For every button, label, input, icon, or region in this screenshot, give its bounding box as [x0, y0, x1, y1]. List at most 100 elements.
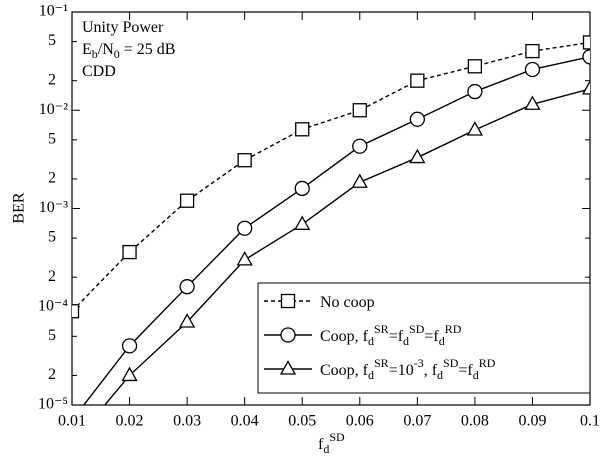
marker — [409, 111, 425, 127]
marker — [582, 35, 590, 50]
marker — [351, 173, 368, 188]
x-tick-label: 0.1 — [580, 413, 600, 430]
marker — [525, 43, 540, 59]
legend-label: No coop — [320, 294, 375, 311]
text-segment: SR — [374, 322, 389, 336]
text-segment: RD — [445, 322, 462, 336]
text-segment: d — [437, 368, 443, 382]
x-axis-label: fdSD — [318, 430, 345, 456]
y-tick-label: 5 — [48, 327, 56, 344]
text-segment: Coop, f — [320, 328, 369, 345]
marker — [236, 251, 253, 266]
x-tick-label: 0.01 — [58, 413, 86, 430]
series-line — [82, 56, 590, 405]
marker — [466, 121, 483, 136]
text-segment: d — [368, 334, 374, 348]
series-line — [103, 88, 590, 405]
marker — [581, 80, 590, 95]
y-tick-label: 5 — [48, 130, 56, 147]
text-segment: d — [368, 368, 374, 382]
plot-area — [65, 35, 590, 450]
text-segment: =f — [389, 328, 404, 345]
marker — [237, 220, 253, 236]
marker — [122, 244, 137, 260]
marker — [279, 360, 297, 375]
x-tick-label: 0.02 — [116, 413, 144, 430]
text-segment: d — [323, 442, 329, 456]
marker — [280, 293, 296, 309]
text-segment: = 25 dB — [120, 41, 176, 58]
marker — [524, 95, 541, 110]
legend-box — [257, 282, 591, 394]
marker — [65, 437, 79, 450]
y-tick-label: 10⁻³ — [39, 199, 68, 216]
y-tick-label: 2 — [48, 366, 56, 383]
y-tick-label: 10⁻² — [39, 101, 68, 118]
text-segment: -3 — [414, 356, 424, 370]
text-segment: =f — [458, 362, 473, 379]
text-segment: =10 — [389, 362, 414, 379]
text-segment: SD — [443, 356, 459, 370]
x-tick-label: 0.03 — [173, 413, 201, 430]
annotation: Unity Power — [82, 19, 164, 36]
text-segment: SR — [374, 356, 389, 370]
text-segment: E — [82, 41, 92, 58]
y-tick-label: 5 — [48, 32, 56, 49]
y-tick-label: 2 — [48, 71, 56, 88]
marker — [295, 122, 310, 137]
marker — [352, 138, 368, 154]
y-tick-label: 10⁻¹ — [39, 3, 68, 20]
marker — [179, 279, 195, 295]
y-tick-label: 5 — [48, 229, 56, 246]
marker — [294, 180, 310, 197]
text-segment: RD — [479, 356, 496, 370]
text-segment: No coop — [320, 294, 375, 311]
annotation: CDD — [82, 63, 116, 80]
marker — [237, 153, 252, 168]
text-segment: Unity Power — [82, 19, 164, 36]
text-segment: d — [473, 368, 479, 382]
x-tick-label: 0.09 — [518, 413, 546, 430]
y-tick-label: 10⁻⁵ — [38, 396, 68, 413]
marker — [524, 61, 541, 78]
text-segment: b — [92, 47, 98, 61]
x-tick-label: 0.05 — [288, 413, 316, 430]
text-segment: d — [403, 334, 409, 348]
x-tick-label: 0.04 — [231, 413, 259, 430]
marker — [121, 366, 138, 382]
y-tick-label: 2 — [48, 268, 56, 285]
text-segment: CDD — [82, 63, 116, 80]
text-segment: SD — [409, 322, 425, 336]
annotation: Eb/N0 = 25 dB — [82, 41, 175, 61]
marker — [280, 327, 296, 343]
marker — [410, 73, 425, 88]
marker — [72, 304, 80, 319]
text-segment: SD — [329, 430, 345, 444]
y-axis-label: BER — [11, 192, 28, 223]
marker — [179, 313, 196, 328]
x-tick-label: 0.08 — [461, 413, 489, 430]
marker — [179, 193, 195, 208]
y-tick-label: 10⁻⁴ — [38, 297, 68, 314]
marker — [121, 338, 138, 354]
text-segment: 0 — [114, 47, 120, 61]
x-tick-label: 0.07 — [403, 413, 431, 430]
marker — [467, 59, 483, 74]
text-segment: Coop, f — [320, 362, 369, 379]
marker — [467, 83, 483, 100]
text-segment: =f — [424, 328, 439, 345]
text-segment: f — [318, 436, 324, 453]
legend-label: Coop, fdSR=fdSD=fdRD — [320, 322, 462, 348]
legend-label: Coop, fdSR=10-3, fdSD=fdRD — [320, 356, 496, 382]
text-segment: , f — [424, 362, 438, 379]
marker — [409, 148, 426, 164]
marker — [352, 103, 367, 118]
marker — [582, 49, 590, 65]
y-tick-label: 2 — [48, 170, 56, 187]
marker — [294, 215, 311, 230]
series-line — [72, 41, 590, 312]
text-segment: /N — [98, 41, 114, 58]
text-segment: d — [439, 334, 445, 348]
